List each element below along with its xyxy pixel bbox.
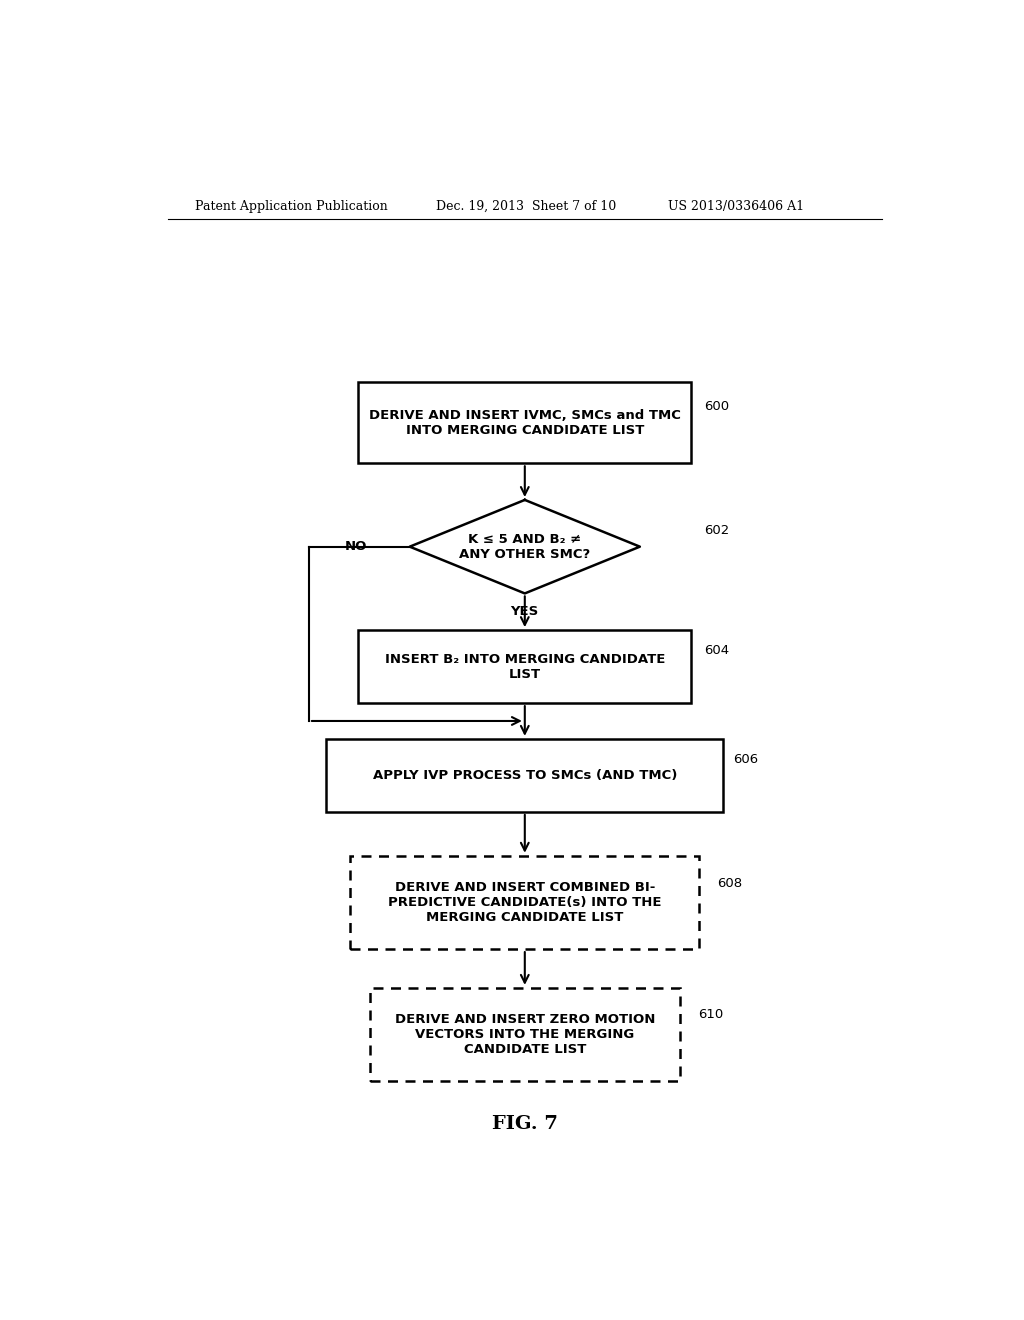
Text: INSERT B₂ INTO MERGING CANDIDATE
LIST: INSERT B₂ INTO MERGING CANDIDATE LIST xyxy=(385,652,665,681)
Text: Patent Application Publication: Patent Application Publication xyxy=(196,199,388,213)
Text: Dec. 19, 2013  Sheet 7 of 10: Dec. 19, 2013 Sheet 7 of 10 xyxy=(436,199,616,213)
Text: 600: 600 xyxy=(705,400,729,413)
Text: YES: YES xyxy=(511,605,539,618)
Text: 610: 610 xyxy=(697,1007,723,1020)
Text: 602: 602 xyxy=(705,524,729,537)
Text: 604: 604 xyxy=(705,644,729,657)
Text: K ≤ 5 AND B₂ ≠
ANY OTHER SMC?: K ≤ 5 AND B₂ ≠ ANY OTHER SMC? xyxy=(459,533,591,561)
Text: 606: 606 xyxy=(733,752,758,766)
Text: FIG. 7: FIG. 7 xyxy=(492,1115,558,1133)
Bar xyxy=(350,855,699,949)
Text: 608: 608 xyxy=(717,876,742,890)
Text: APPLY IVP PROCESS TO SMCs (AND TMC): APPLY IVP PROCESS TO SMCs (AND TMC) xyxy=(373,768,677,781)
Bar xyxy=(358,381,691,463)
Text: NO: NO xyxy=(344,540,367,553)
Bar xyxy=(327,739,723,812)
Text: US 2013/0336406 A1: US 2013/0336406 A1 xyxy=(668,199,804,213)
Text: DERIVE AND INSERT ZERO MOTION
VECTORS INTO THE MERGING
CANDIDATE LIST: DERIVE AND INSERT ZERO MOTION VECTORS IN… xyxy=(394,1012,655,1056)
Text: DERIVE AND INSERT COMBINED BI-
PREDICTIVE CANDIDATE(s) INTO THE
MERGING CANDIDAT: DERIVE AND INSERT COMBINED BI- PREDICTIV… xyxy=(388,880,662,924)
Bar xyxy=(370,987,680,1081)
Bar xyxy=(358,630,691,704)
Text: DERIVE AND INSERT IVMC, SMCs and TMC
INTO MERGING CANDIDATE LIST: DERIVE AND INSERT IVMC, SMCs and TMC INT… xyxy=(369,409,681,437)
